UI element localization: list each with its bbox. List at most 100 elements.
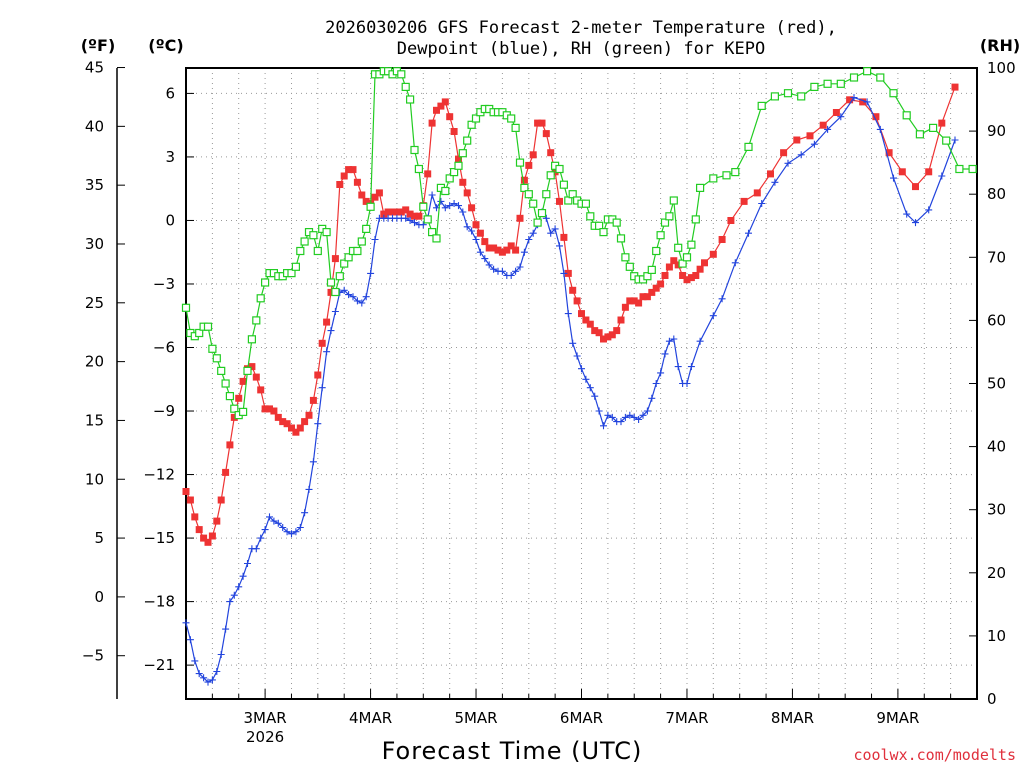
temperature-point [266,405,273,413]
c-tick-label: −15 [143,529,175,547]
temperature-point [468,204,476,212]
dewpoint-point [586,384,594,392]
dewpoint-point [512,267,520,275]
dewpoint-point [301,509,309,517]
temperature-point [217,496,225,504]
c-tick-label: −18 [143,593,175,611]
temperature-point [872,113,880,121]
dewpoint-point [643,407,651,415]
rh-point [555,164,564,174]
dewpoint-point [208,676,216,684]
temperature-point [503,246,511,254]
temperature-point [204,538,212,546]
rh-point [529,199,538,208]
temperature-point [441,98,449,106]
dewpoint-point [213,668,221,675]
temperature-point [687,274,695,282]
temperature-point [257,386,265,394]
dewpoint-point [938,172,946,180]
temperature-point [397,208,405,216]
dewpoint-point [784,159,792,167]
temperature-point [819,121,827,129]
dewpoint-point [925,206,933,214]
rh-point [428,228,437,237]
dewpoint-point [617,418,625,426]
rh-tick-label: 40 [987,438,1006,456]
temperature-point [455,155,462,163]
rh-point [507,114,516,123]
rh-point [520,183,529,192]
rh-point [915,130,925,139]
rh-point [208,344,217,353]
dewpoint-point [481,255,489,263]
temperature-point [353,178,361,186]
dewpoint-point [516,263,524,271]
temperature-point [463,189,471,197]
dewpoint-point [358,299,366,307]
dewpoint-point [661,350,669,358]
temperature-point [767,170,774,178]
temperature-point [490,244,498,252]
temperature-point [898,168,906,176]
dewpoint-point [569,339,577,347]
dewpoint-point [411,219,418,227]
rh-point [660,218,670,227]
rh-point [810,82,819,92]
x-tick-label: 5MAR [454,709,497,727]
rh-point [296,246,305,256]
rh-point [542,190,551,199]
rh-point [731,168,740,177]
rh-point [181,303,191,312]
dewpoint-point [314,420,322,428]
rh-point [581,199,591,208]
dewpoint-point [551,225,559,233]
rh-point [674,243,683,252]
temperature-point [551,168,559,176]
rh-point [722,171,731,180]
temperature-point [279,418,287,426]
x-tick-label: 7MAR [665,709,708,727]
dewpoint-point [476,248,484,256]
temperature-point [692,272,700,279]
temperature-point [591,327,599,335]
temperature-point [912,183,919,191]
temperature-point [261,405,269,413]
temperature-point [600,335,607,343]
dewpoint-point [490,265,498,273]
dewpoint-point [683,380,691,387]
temperature-point [542,130,550,138]
temperature-point [323,318,331,326]
c-tick-label: −12 [143,466,175,484]
dewpoint-point [406,217,414,224]
temperature-point [446,113,454,121]
dewpoint-point [876,125,884,133]
rh-point [709,174,718,183]
temperature-point [301,418,309,426]
temperature-point [608,331,616,339]
dewpoint-point [600,422,607,430]
dewpoint-point [450,200,458,207]
c-tick-label: 6 [165,84,175,102]
dewpoint-point [556,242,563,250]
dewpoint-point [441,204,449,212]
rh-point [467,120,476,129]
dewpoint-point [758,200,766,207]
dewpoint-point [595,407,603,415]
rh-point [559,180,569,189]
temperature-point [613,327,621,335]
dewpoint-point [274,519,282,527]
rh-point [546,171,555,180]
temperature-point [507,242,515,250]
dewpoint-point [657,369,665,377]
f-tick-label: 20 [85,353,104,371]
dewpoint-point [244,560,251,567]
temperature-point [309,396,317,404]
temperature-point [481,238,489,246]
dewpoint-point [191,657,199,665]
temperature-point [191,513,199,521]
temperature-point [345,166,353,174]
dewpoint-point [578,365,585,373]
temperature-point [226,441,234,449]
rh-tick-label: 80 [987,185,1006,203]
rh-point [454,161,463,170]
